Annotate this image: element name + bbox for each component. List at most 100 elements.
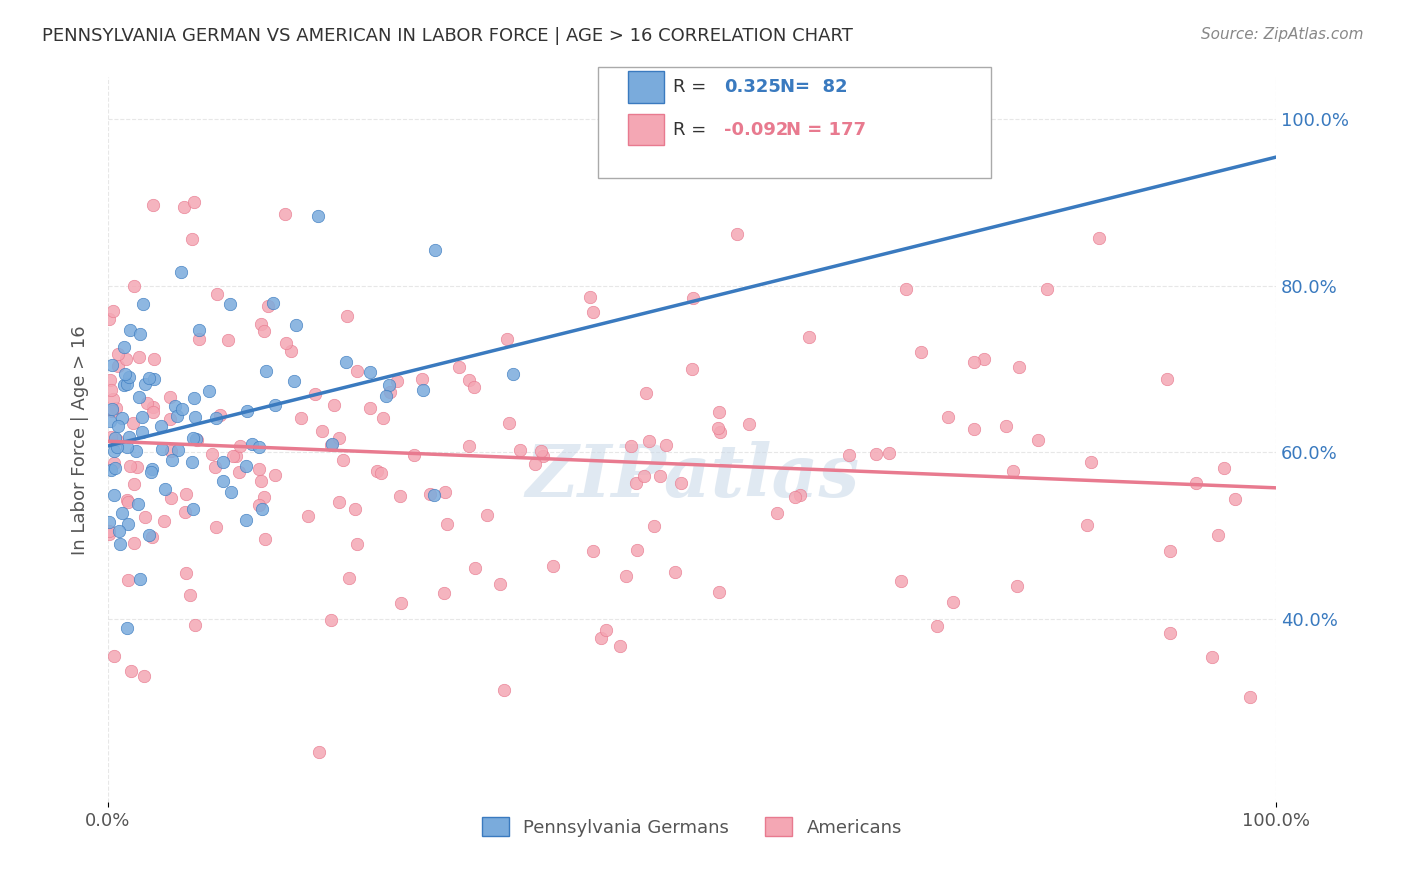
Point: [925, 619, 948, 633]
Point: [366, 464, 388, 478]
Point: [1184, 475, 1206, 490]
Point: [240, 437, 263, 451]
Point: [509, 442, 531, 457]
Point: [165, 399, 187, 413]
Point: [138, 528, 160, 542]
Point: [103, 456, 125, 470]
Point: [98, 526, 121, 541]
Point: [457, 373, 479, 387]
Point: [370, 467, 392, 481]
Point: [141, 530, 163, 544]
Point: [412, 383, 434, 397]
Point: [134, 376, 156, 391]
Point: [107, 419, 129, 434]
Point: [531, 449, 554, 463]
Point: [141, 462, 163, 476]
Point: [115, 352, 138, 367]
Point: [425, 243, 447, 257]
Point: [143, 352, 166, 367]
Point: [419, 487, 441, 501]
Point: [591, 632, 613, 646]
Point: [111, 507, 134, 521]
Point: [103, 488, 125, 502]
Point: [186, 432, 208, 446]
Point: [492, 682, 515, 697]
Point: [328, 431, 350, 445]
Point: [247, 461, 270, 475]
Point: [910, 345, 932, 359]
Point: [626, 543, 648, 558]
Point: [132, 297, 155, 311]
Point: [247, 499, 270, 513]
Point: [129, 572, 152, 586]
Point: [297, 508, 319, 523]
Point: [103, 648, 125, 663]
Point: [107, 347, 129, 361]
Point: [208, 409, 231, 423]
Point: [274, 336, 297, 351]
Point: [117, 495, 139, 509]
Point: [620, 439, 643, 453]
Point: [634, 386, 657, 401]
Point: [457, 439, 479, 453]
Point: [212, 455, 235, 469]
Point: [104, 461, 127, 475]
Text: R =: R =: [673, 121, 713, 139]
Point: [385, 374, 408, 388]
Point: [337, 571, 360, 585]
Point: [150, 442, 173, 456]
Point: [222, 449, 245, 463]
Point: [219, 485, 242, 500]
Point: [135, 395, 157, 409]
Point: [160, 491, 183, 506]
Point: [633, 469, 655, 483]
Point: [879, 445, 901, 459]
Point: [207, 287, 229, 301]
Point: [579, 290, 602, 304]
Point: [225, 450, 247, 464]
Point: [111, 411, 134, 425]
Point: [308, 745, 330, 759]
Point: [464, 561, 486, 575]
Point: [423, 488, 446, 502]
Point: [159, 412, 181, 426]
Point: [783, 490, 806, 504]
Point: [174, 566, 197, 581]
Point: [614, 569, 637, 583]
Point: [321, 438, 343, 452]
Point: [204, 410, 226, 425]
Point: [104, 431, 127, 445]
Point: [1035, 282, 1057, 296]
Point: [204, 520, 226, 534]
Point: [709, 425, 731, 439]
Point: [489, 577, 512, 591]
Point: [962, 354, 984, 368]
Point: [1213, 461, 1236, 475]
Point: [433, 485, 456, 500]
Point: [236, 404, 259, 418]
Point: [433, 586, 456, 600]
Point: [139, 466, 162, 480]
Text: N = 177: N = 177: [786, 121, 866, 139]
Point: [389, 596, 412, 610]
Point: [181, 502, 204, 516]
Point: [290, 411, 312, 425]
Point: [322, 399, 344, 413]
Point: [101, 358, 124, 372]
Point: [1002, 464, 1025, 478]
Point: [648, 468, 671, 483]
Point: [304, 387, 326, 401]
Point: [1008, 360, 1031, 375]
Point: [307, 209, 329, 223]
Point: [153, 482, 176, 496]
Point: [436, 516, 458, 531]
Point: [160, 452, 183, 467]
Point: [211, 475, 233, 489]
Point: [120, 458, 142, 473]
Text: Source: ZipAtlas.com: Source: ZipAtlas.com: [1201, 27, 1364, 42]
Point: [188, 323, 211, 337]
Point: [184, 617, 207, 632]
Point: [253, 324, 276, 338]
Point: [321, 436, 343, 450]
Point: [173, 200, 195, 214]
